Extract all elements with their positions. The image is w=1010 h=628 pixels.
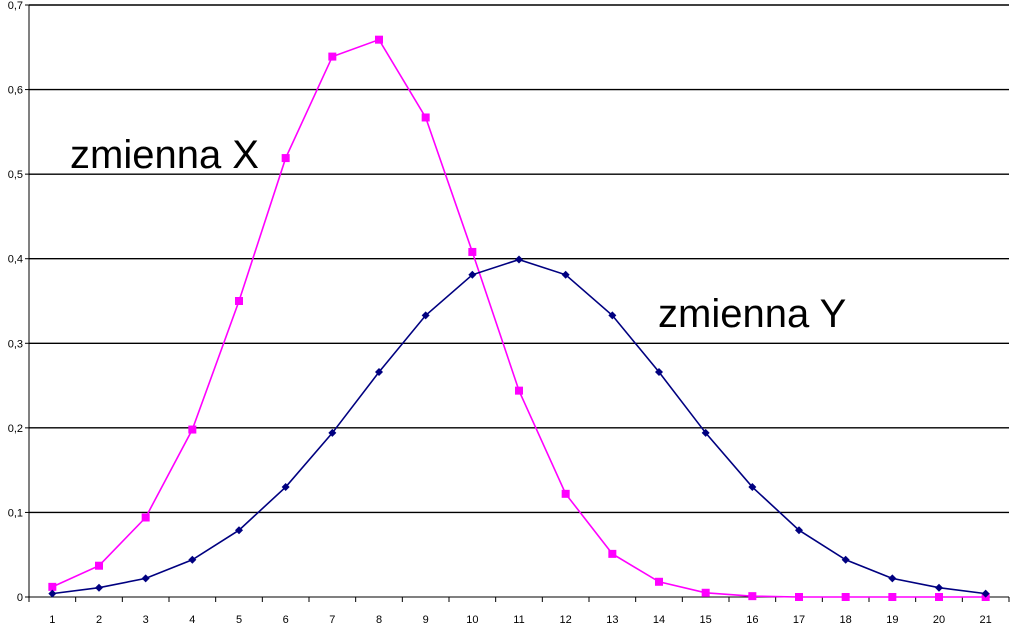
data-point-diamond xyxy=(421,311,430,320)
x-tick-label: 6 xyxy=(283,614,289,626)
data-point-square xyxy=(935,593,943,601)
data-point-square xyxy=(95,561,103,570)
y-tick-label: 0 xyxy=(17,592,23,604)
data-point-square xyxy=(141,513,150,522)
data-point-square xyxy=(608,549,617,558)
data-point-square xyxy=(281,154,290,163)
data-point-diamond xyxy=(141,574,150,583)
x-tick-label: 10 xyxy=(466,614,478,626)
data-point-diamond xyxy=(561,270,570,279)
x-tick-label: 20 xyxy=(933,614,945,626)
x-tick-label: 8 xyxy=(376,614,382,626)
annotation-series-y: zmienna Y xyxy=(658,292,846,336)
data-point-diamond xyxy=(375,368,383,377)
data-point-square xyxy=(748,592,757,601)
x-tick-label: 2 xyxy=(96,614,102,626)
x-tick-label: 17 xyxy=(793,614,805,626)
data-point-diamond xyxy=(608,311,617,320)
data-point-square xyxy=(375,35,383,44)
data-point-diamond xyxy=(655,368,663,377)
data-point-diamond xyxy=(841,555,850,564)
data-point-square xyxy=(235,297,243,305)
x-tick-label: 15 xyxy=(700,614,712,626)
data-point-diamond xyxy=(188,555,197,564)
y-tick-label: 0,6 xyxy=(8,85,23,97)
y-tick-labels: 0 0,1 0,2 0,3 0,4 0,5 0,6 0,7 xyxy=(8,0,23,604)
data-point-diamond xyxy=(95,583,103,592)
data-point-square xyxy=(421,113,430,122)
x-tick-label: 18 xyxy=(840,614,852,626)
data-point-square xyxy=(888,593,897,601)
x-tick-label: 14 xyxy=(653,614,665,626)
data-point-diamond xyxy=(468,270,477,279)
data-point-diamond xyxy=(981,589,990,598)
x-tick-label: 5 xyxy=(236,614,242,626)
data-point-diamond xyxy=(515,255,523,264)
x-tick-label: 4 xyxy=(189,614,195,626)
data-point-square xyxy=(328,52,337,61)
x-tick-label: 9 xyxy=(423,614,429,626)
y-tick-label: 0,7 xyxy=(8,0,23,12)
y-tick-label: 0,4 xyxy=(8,254,23,266)
data-point-diamond xyxy=(48,589,57,598)
x-tick-label: 12 xyxy=(560,614,572,626)
data-point-square xyxy=(701,588,710,597)
data-point-diamond xyxy=(281,483,290,492)
x-tick-label: 21 xyxy=(980,614,992,626)
data-point-diamond xyxy=(888,574,897,583)
x-tick-label: 19 xyxy=(886,614,898,626)
y-tick-label: 0,1 xyxy=(8,507,23,519)
annotation-series-x: zmienna X xyxy=(70,133,259,177)
x-tick-label: 16 xyxy=(746,614,758,626)
x-tick-label: 7 xyxy=(329,614,335,626)
data-point-diamond xyxy=(748,483,757,492)
x-tick-labels: 1 2 3 4 5 6 7 8 9 10 11 12 13 14 15 16 17 18 19 20 21 xyxy=(49,614,992,626)
series-group xyxy=(48,35,990,601)
data-point-diamond xyxy=(795,526,803,535)
y-tick-label: 0,2 xyxy=(8,423,23,435)
data-point-square xyxy=(48,582,57,591)
x-tick-label: 13 xyxy=(606,614,618,626)
data-point-diamond xyxy=(935,583,943,592)
data-point-diamond xyxy=(235,526,243,535)
data-point-square xyxy=(515,386,523,395)
x-tick-label: 11 xyxy=(513,614,524,626)
x-tick-label: 3 xyxy=(143,614,149,626)
data-point-square xyxy=(795,593,803,601)
data-point-square xyxy=(468,247,477,256)
data-point-square xyxy=(561,489,570,498)
data-point-diamond xyxy=(701,428,710,437)
data-point-square xyxy=(655,577,663,586)
y-tick-label: 0,5 xyxy=(8,169,23,181)
data-point-square xyxy=(841,593,850,601)
x-tick-label: 1 xyxy=(49,614,55,626)
data-point-square xyxy=(188,425,197,434)
data-point-diamond xyxy=(328,428,337,437)
y-tick-label: 0,3 xyxy=(8,338,23,350)
